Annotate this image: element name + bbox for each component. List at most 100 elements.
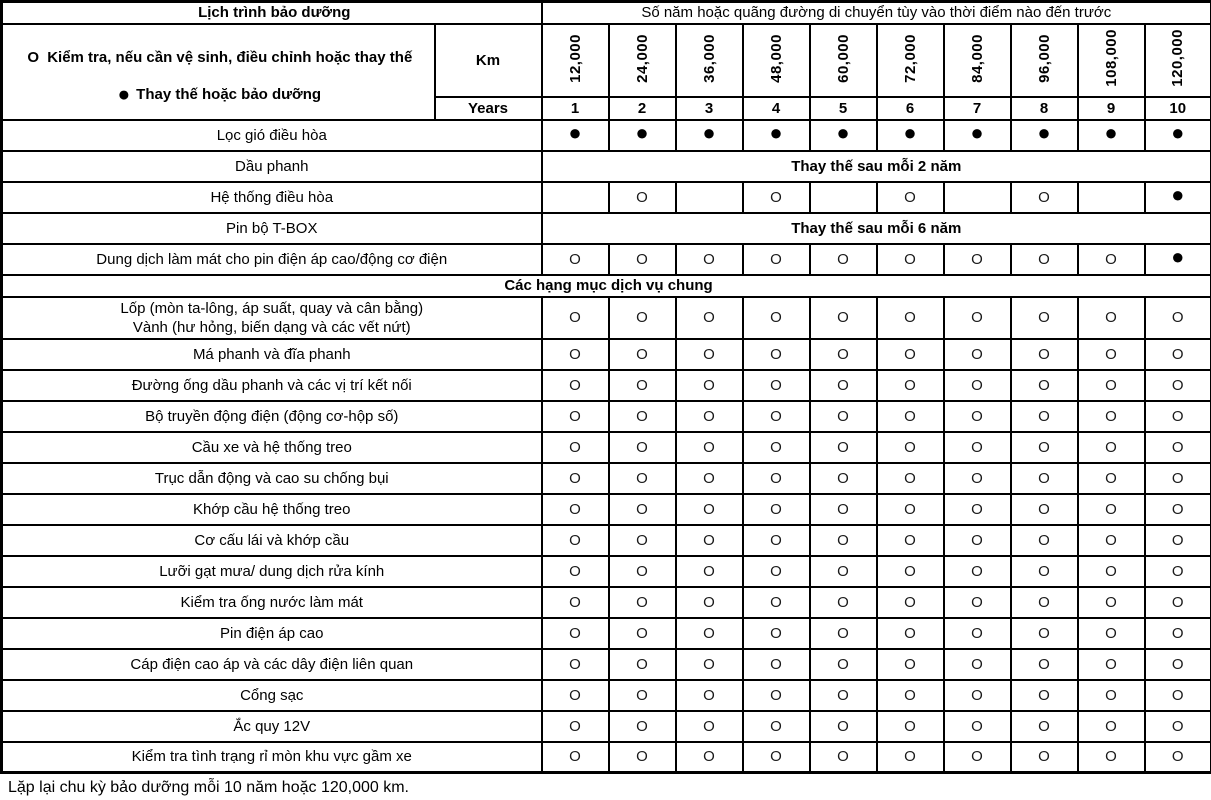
km-value: 108,000: [1102, 29, 1120, 87]
mark-cell: O: [674, 678, 744, 712]
mark-cell: O: [540, 430, 610, 464]
mark-cell: O: [1009, 554, 1079, 588]
mark-cell: O: [741, 554, 811, 588]
mark-cell: O: [1076, 295, 1146, 340]
inspect-circle-symbol: O: [971, 345, 983, 363]
mark-cell: O: [1143, 678, 1211, 712]
mark-cell: O: [1009, 399, 1079, 433]
inspect-circle-symbol: O: [1171, 655, 1184, 673]
mark-cell: O: [607, 585, 677, 619]
inspect-circle-symbol: O: [770, 500, 782, 518]
km-value: 24,000: [633, 33, 651, 83]
mark-cell: O: [1076, 399, 1146, 433]
mark-cell: ●: [1143, 180, 1211, 214]
inspect-circle-symbol: O: [971, 562, 983, 580]
inspect-circle-symbol: O: [1105, 309, 1117, 326]
mark-cell: O: [875, 647, 945, 681]
mark-cell: O: [674, 337, 744, 371]
replace-dot-icon: ●: [903, 119, 917, 145]
table-row: Má phanh và đĩa phanh O O O O O O O O O O: [0, 337, 1211, 371]
mark-cell: O: [1143, 295, 1211, 340]
table-row: Bộ truyền động điện (động cơ-hộp số) O O O O…: [0, 399, 1211, 433]
row-label: Kiểm tra tình trạng rỉ mòn khu vực gầm x…: [0, 740, 543, 774]
inspect-circle-symbol: O: [1038, 309, 1050, 326]
table-row: Dầu phanh Thay thế sau mỗi 2 năm: [0, 149, 1211, 183]
mark-cell: O: [942, 242, 1012, 276]
inspect-circle-symbol: O: [904, 593, 916, 611]
inspect-circle-symbol: O: [703, 309, 715, 326]
table-row: Pin bộ T-BOX Thay thế sau mỗi 6 năm: [0, 211, 1211, 245]
mark-cell: O: [674, 461, 744, 495]
mark-cell: O: [875, 461, 945, 495]
inspect-circle-symbol: O: [1105, 531, 1117, 549]
inspect-circle-symbol: O: [27, 48, 40, 66]
inspect-circle-symbol: O: [703, 686, 715, 704]
mark-cell: O: [741, 585, 811, 619]
replace-dot-icon: ●: [702, 119, 716, 145]
mark-cell: O: [540, 368, 610, 402]
inspect-circle-symbol: O: [770, 250, 782, 268]
inspect-circle-symbol: O: [770, 188, 782, 206]
mark-cell: O: [875, 740, 945, 774]
inspect-circle-symbol: O: [770, 376, 782, 394]
mark-cell: O: [540, 616, 610, 650]
km-value: 120,000: [1169, 29, 1187, 87]
mark-cell: O: [674, 368, 744, 402]
mark-cell: O: [1009, 337, 1079, 371]
mark-cell: O: [1009, 616, 1079, 650]
row-label: Pin điện áp cao: [0, 616, 543, 650]
table-row: Các hạng mục dịch vụ chung: [0, 273, 1211, 298]
mark-cell: O: [607, 295, 677, 340]
inspect-circle-symbol: O: [569, 309, 581, 326]
inspect-circle-symbol: O: [636, 438, 648, 456]
mark-cell: O: [1009, 242, 1079, 276]
mark-cell: O: [808, 461, 878, 495]
mark-cell: O: [808, 242, 878, 276]
mark-cell: [674, 180, 744, 214]
km-header-cell: 72,000: [875, 22, 945, 98]
inspect-circle-symbol: O: [1171, 624, 1184, 642]
inspect-circle-symbol: O: [837, 345, 849, 363]
inspect-circle-symbol: O: [1171, 531, 1184, 549]
mark-cell: O: [875, 523, 945, 557]
mark-cell: ●: [942, 118, 1012, 152]
year-header-cell: 5: [808, 95, 878, 121]
mark-cell: O: [875, 180, 945, 214]
mark-cell: O: [942, 678, 1012, 712]
mark-cell: O: [674, 554, 744, 588]
table-row: Lưỡi gạt mưa/ dung dịch rửa kính O O O O O O O O…: [0, 554, 1211, 588]
mark-cell: O: [607, 492, 677, 526]
mark-cell: O: [607, 242, 677, 276]
mark-cell: O: [1076, 678, 1146, 712]
km-header-cell: 60,000: [808, 22, 878, 98]
mark-cell: O: [540, 295, 610, 340]
mark-cell: O: [1009, 295, 1079, 340]
replace-dot-icon: ●: [117, 82, 131, 106]
mark-cell: [942, 180, 1012, 214]
mark-cell: O: [540, 461, 610, 495]
km-header-cell: 48,000: [741, 22, 811, 98]
inspect-circle-symbol: O: [1105, 345, 1117, 363]
mark-cell: O: [607, 180, 677, 214]
table-row: Lọc gió điều hòa ● ● ● ● ● ● ● ● ● ●: [0, 118, 1211, 152]
inspect-circle-symbol: O: [1105, 250, 1117, 268]
inspect-circle-symbol: O: [1038, 438, 1050, 456]
row-label: Bộ truyền động điện (động cơ-hộp số): [0, 399, 543, 433]
mark-cell: O: [540, 399, 610, 433]
mark-cell: O: [1076, 523, 1146, 557]
row-label: Cơ cấu lái và khớp cầu: [0, 523, 543, 557]
mark-cell: O: [674, 709, 744, 743]
mark-cell: O: [875, 616, 945, 650]
inspect-circle-symbol: O: [703, 250, 715, 268]
inspect-circle-symbol: O: [1105, 717, 1117, 735]
inspect-circle-symbol: O: [1038, 593, 1050, 611]
mark-cell: O: [808, 647, 878, 681]
table-row: Khớp cầu hệ thống treo O O O O O O O O O O: [0, 492, 1211, 526]
mark-cell: O: [1143, 430, 1211, 464]
inspect-circle-symbol: O: [569, 438, 581, 456]
inspect-circle-symbol: O: [837, 562, 849, 580]
inspect-circle-symbol: O: [1105, 469, 1117, 487]
replace-dot-icon: ●: [1171, 181, 1185, 207]
inspect-circle-symbol: O: [636, 562, 648, 580]
mark-cell: O: [540, 554, 610, 588]
